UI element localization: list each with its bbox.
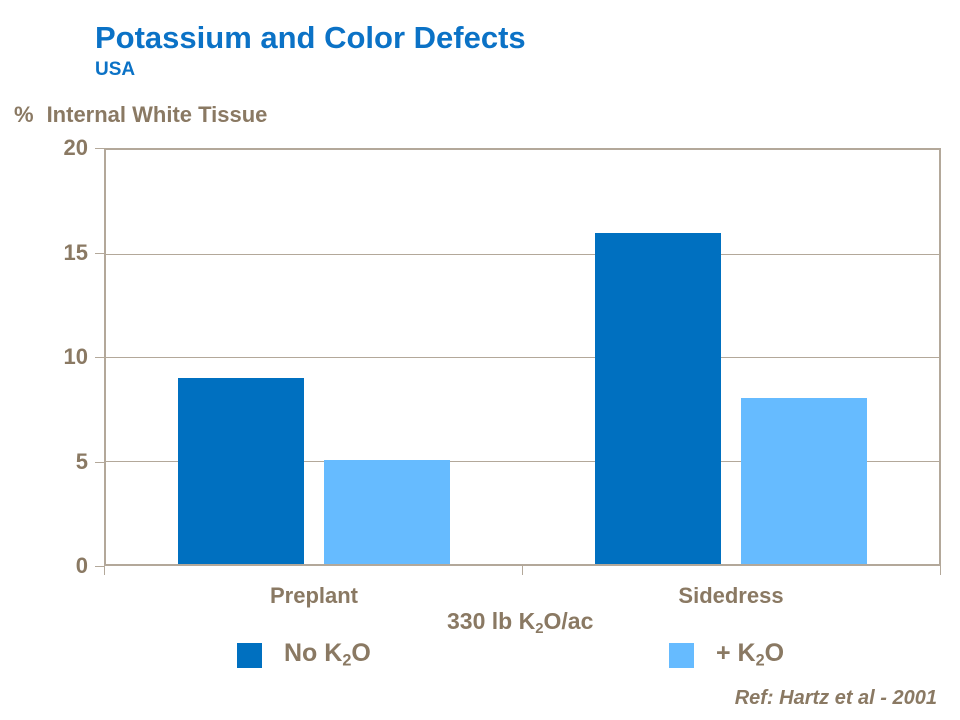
- ytick-label-0: 0: [75, 553, 88, 578]
- category-label-sidedress: Sidedress: [678, 583, 784, 608]
- reference-text: Ref: Hartz et al - 2001: [734, 687, 937, 709]
- ytick-mark-0: [95, 566, 105, 567]
- x-axis-title-sub: 2: [535, 620, 544, 638]
- legend-swatch-no-k2o: [237, 642, 262, 668]
- xtick-mark-0: [104, 564, 105, 575]
- bar-sidedress-no-k2o: [595, 233, 721, 564]
- gridline-y-15: [106, 254, 939, 255]
- ytick-mark-15: [95, 253, 105, 254]
- bar-preplant--k2o: [324, 460, 450, 564]
- x-axis-title: 330 lb K2O/ac: [447, 608, 593, 637]
- legend-item-plus-k2o: + K2O: [669, 639, 785, 670]
- category-label-preplant: Preplant: [269, 583, 359, 608]
- ytick-label-15: 15: [63, 240, 88, 265]
- xtick-mark-1: [522, 564, 523, 575]
- xtick-mark-2: [940, 564, 941, 575]
- page-title: Potassium and Color Defects: [95, 20, 526, 55]
- y-axis-title-percent: %: [14, 102, 34, 127]
- page-subtitle: USA: [95, 59, 136, 80]
- ytick-mark-10: [95, 357, 105, 358]
- legend-swatch-plus-k2o: [669, 642, 694, 668]
- plot-area: [104, 148, 941, 566]
- ytick-label-20: 20: [63, 135, 88, 160]
- x-axis-title-pre: 330 lb K: [447, 608, 536, 634]
- legend-label-plus-k2o: + K2O: [716, 639, 785, 670]
- gridline-y-10: [106, 357, 939, 358]
- ytick-label-5: 5: [75, 449, 88, 474]
- legend-label-no-k2o: No K2O: [284, 639, 371, 670]
- y-axis-title-text: Internal White Tissue: [46, 102, 268, 127]
- ytick-mark-5: [95, 462, 105, 463]
- x-axis-title-post: O/ac: [543, 608, 594, 634]
- legend-item-no-k2o: No K2O: [237, 639, 371, 670]
- gridline-y-5: [106, 461, 939, 462]
- bar-preplant-no-k2o: [178, 378, 304, 564]
- y-axis-title: % Internal White Tissue: [14, 102, 267, 128]
- ytick-label-10: 10: [63, 344, 88, 369]
- bar-sidedress--k2o: [741, 398, 867, 564]
- ytick-mark-20: [95, 148, 105, 149]
